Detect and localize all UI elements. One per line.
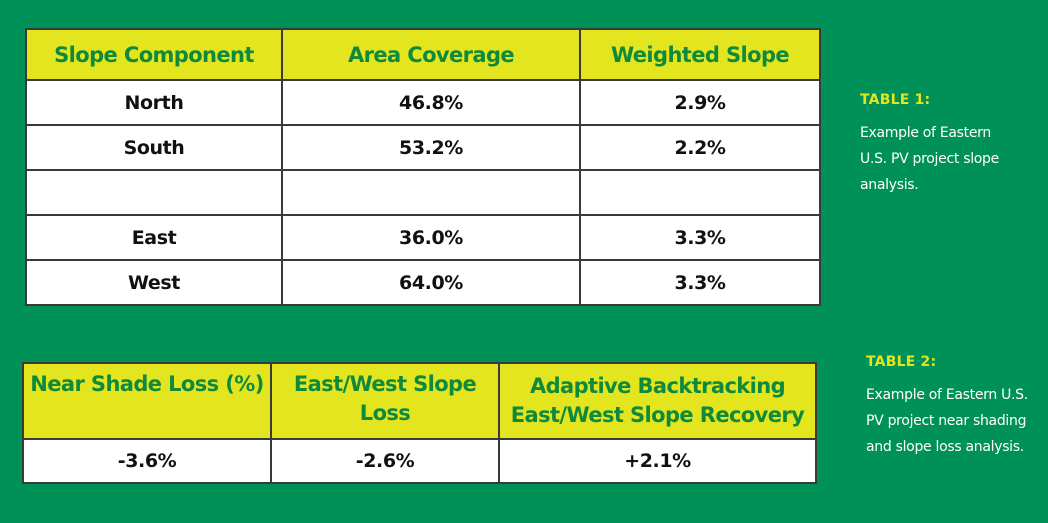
table-row: West 64.0% 3.3% — [25, 259, 821, 306]
column-header: Near Shade Loss (%) — [22, 362, 272, 440]
table-header-row: Near Shade Loss (%) East/West Slope Loss… — [22, 362, 817, 440]
table-cell: East — [25, 214, 283, 261]
table-cell: -3.6% — [22, 438, 272, 484]
column-header-line: East/West Slope Loss — [293, 372, 477, 425]
column-header-line: Near Shade Loss (%) — [30, 372, 264, 396]
table-row: East 36.0% 3.3% — [25, 214, 821, 261]
caption-text: Example of Eastern U.S. PV project near … — [866, 382, 1041, 460]
table-cell: 53.2% — [281, 124, 581, 171]
table-cell: 46.8% — [281, 79, 581, 126]
column-header-line: Adaptive Backtracking — [529, 374, 786, 398]
caption-line: U.S. PV project slope — [860, 151, 999, 167]
table-cell — [579, 169, 821, 216]
column-header: Adaptive Backtracking East/West Slope Re… — [498, 362, 817, 440]
shading-loss-table: Near Shade Loss (%) East/West Slope Loss… — [22, 362, 817, 484]
table-cell: South — [25, 124, 283, 171]
table-row: South 53.2% 2.2% — [25, 124, 821, 171]
table-cell — [25, 169, 283, 216]
column-header: Area Coverage — [281, 28, 581, 81]
column-header: East/West Slope Loss — [270, 362, 500, 440]
caption-line: analysis. — [860, 177, 919, 193]
table-cell: 36.0% — [281, 214, 581, 261]
caption-line: PV project near shading — [866, 413, 1027, 429]
slope-analysis-table: Slope Component Area Coverage Weighted S… — [25, 28, 821, 306]
table-cell: -2.6% — [270, 438, 500, 484]
table2-caption: TABLE 2: Example of Eastern U.S. PV proj… — [866, 354, 1041, 460]
table-cell: West — [25, 259, 283, 306]
caption-line: and slope loss analysis. — [866, 439, 1024, 455]
table1-caption: TABLE 1: Example of Eastern U.S. PV proj… — [860, 92, 1035, 198]
table-cell: 3.3% — [579, 259, 821, 306]
table-header-row: Slope Component Area Coverage Weighted S… — [25, 28, 821, 81]
table-cell: 2.2% — [579, 124, 821, 171]
caption-text: Example of Eastern U.S. PV project slope… — [860, 120, 1035, 198]
caption-title: TABLE 2: — [866, 354, 937, 370]
column-header-line: East/West Slope Recovery — [510, 403, 805, 427]
table-cell — [281, 169, 581, 216]
caption-line: Example of Eastern — [860, 125, 991, 141]
table-row: -3.6% -2.6% +2.1% — [22, 438, 817, 484]
column-header: Weighted Slope — [579, 28, 821, 81]
table-cell: North — [25, 79, 283, 126]
table-cell: 64.0% — [281, 259, 581, 306]
table-cell: 3.3% — [579, 214, 821, 261]
table-cell: +2.1% — [498, 438, 817, 484]
table-row: North 46.8% 2.9% — [25, 79, 821, 126]
column-header: Slope Component — [25, 28, 283, 81]
caption-title: TABLE 1: — [860, 92, 931, 108]
caption-line: Example of Eastern U.S. — [866, 387, 1028, 403]
table-row-empty — [25, 169, 821, 216]
table-cell: 2.9% — [579, 79, 821, 126]
